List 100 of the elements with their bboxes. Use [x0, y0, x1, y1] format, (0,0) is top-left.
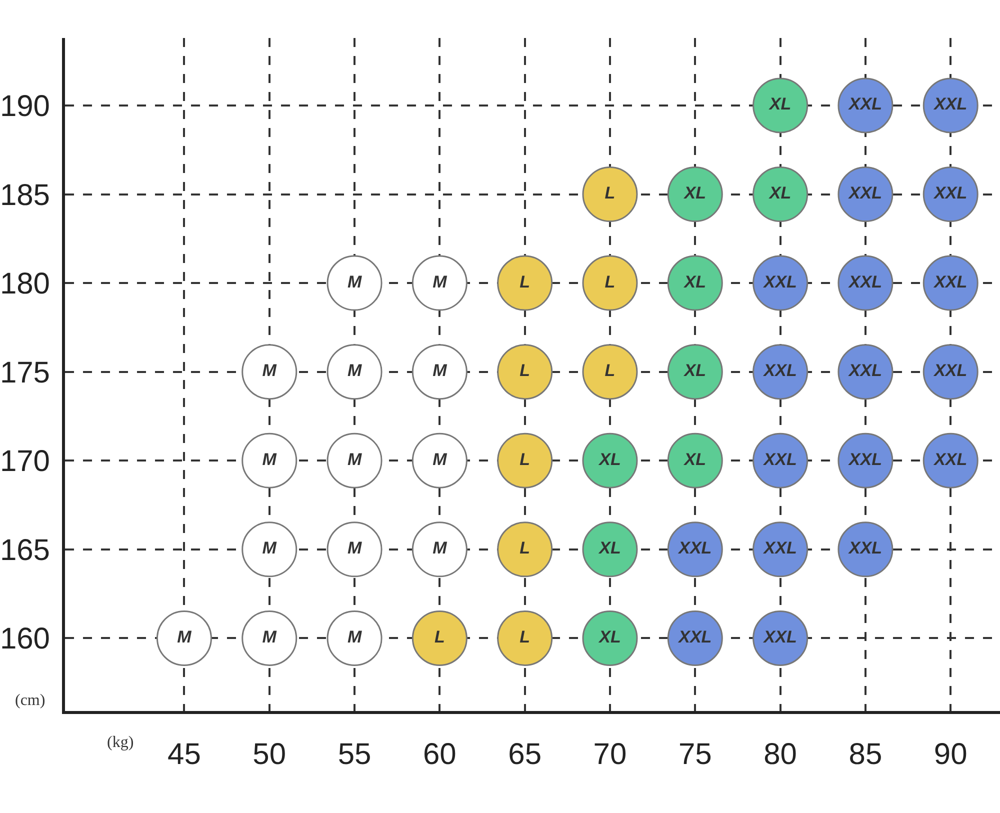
text: M	[347, 627, 362, 646]
x-tick-label: 80	[764, 738, 797, 771]
text: XXL	[678, 538, 712, 558]
point	[752, 166, 808, 222]
point	[242, 344, 298, 400]
point	[582, 255, 638, 311]
text: M	[432, 361, 447, 380]
text: XXL	[764, 450, 797, 469]
point	[326, 344, 382, 400]
point	[326, 610, 382, 666]
x-tick-label: 65	[508, 738, 542, 771]
point	[242, 522, 298, 578]
text: XXL	[764, 627, 797, 646]
text: M	[432, 272, 447, 292]
text: L	[604, 361, 616, 380]
text: M	[347, 450, 362, 469]
point	[582, 166, 638, 222]
point	[412, 344, 468, 400]
text: M	[347, 272, 362, 292]
x-axis-title: (kg)	[107, 734, 134, 751]
text: XXL	[764, 272, 797, 292]
x-tick-label: 90	[934, 738, 968, 771]
point	[412, 522, 468, 578]
point	[497, 522, 553, 578]
point	[326, 432, 382, 488]
text: XXL	[848, 94, 882, 114]
text: XXL	[848, 272, 882, 292]
text: XL	[599, 450, 621, 469]
text: XL	[684, 272, 706, 292]
text: M	[262, 538, 276, 558]
text: L	[604, 184, 616, 203]
text: XXL	[848, 450, 882, 469]
text: L	[520, 272, 530, 292]
point	[156, 610, 212, 666]
text: M	[262, 450, 276, 469]
series-label: L	[520, 361, 530, 380]
point	[412, 255, 468, 311]
point	[667, 432, 723, 488]
point	[242, 432, 298, 488]
text: XXL	[764, 538, 797, 558]
text: XXL	[934, 94, 968, 114]
x-tick-label: 85	[848, 738, 882, 771]
point	[242, 610, 298, 666]
point	[326, 522, 382, 578]
point	[582, 344, 638, 400]
text: XL	[684, 361, 706, 380]
point	[752, 78, 808, 134]
text: XXL	[934, 184, 968, 203]
series-label: XXL	[848, 184, 882, 203]
y-tick-label: 190	[0, 90, 50, 123]
y-tick-label: 165	[0, 534, 50, 567]
x-tick-label: 55	[338, 738, 372, 771]
text: M	[432, 538, 447, 558]
text: XXL	[934, 450, 968, 469]
text: M	[262, 361, 276, 380]
x-tick-label: 60	[422, 738, 456, 771]
text: L	[520, 538, 530, 558]
text: XL	[684, 184, 706, 203]
series-label: XL	[598, 538, 621, 558]
text: XXL	[678, 627, 712, 646]
y-tick-label: 175	[0, 356, 50, 390]
text: XL	[684, 450, 706, 469]
text: XL	[769, 184, 792, 203]
point	[497, 255, 553, 311]
point	[582, 610, 638, 666]
text: XXL	[934, 361, 968, 380]
point	[667, 255, 723, 311]
x-tick-label: 45	[168, 738, 201, 771]
point	[582, 522, 638, 578]
point	[497, 344, 553, 400]
text: XXL	[848, 361, 882, 380]
text: M	[347, 361, 362, 380]
text: L	[604, 272, 616, 292]
y-tick-label: 180	[0, 268, 50, 301]
point	[412, 432, 468, 488]
text: XXL	[848, 538, 882, 558]
point	[667, 344, 723, 400]
point	[497, 610, 553, 666]
point	[412, 610, 468, 666]
x-tick-label: 70	[593, 738, 627, 771]
x-tick-label: 50	[252, 738, 286, 771]
text: M	[177, 627, 192, 646]
text: L	[520, 450, 530, 469]
point	[326, 255, 382, 311]
text: L	[520, 627, 530, 646]
y-tick-label: 170	[0, 445, 50, 478]
y-axis-title: (cm)	[15, 692, 46, 709]
text: L	[434, 627, 445, 646]
point	[667, 166, 723, 222]
series-label: M	[347, 538, 362, 558]
text: M	[262, 627, 276, 646]
text: XL	[599, 627, 621, 646]
y-tick-label: 185	[0, 178, 50, 212]
y-tick-label: 160	[0, 622, 50, 656]
text: XXL	[764, 361, 797, 380]
text: M	[432, 450, 447, 469]
text: XXL	[934, 272, 968, 292]
text: XL	[769, 94, 792, 114]
point	[582, 432, 638, 488]
x-tick-label: 75	[678, 738, 712, 771]
